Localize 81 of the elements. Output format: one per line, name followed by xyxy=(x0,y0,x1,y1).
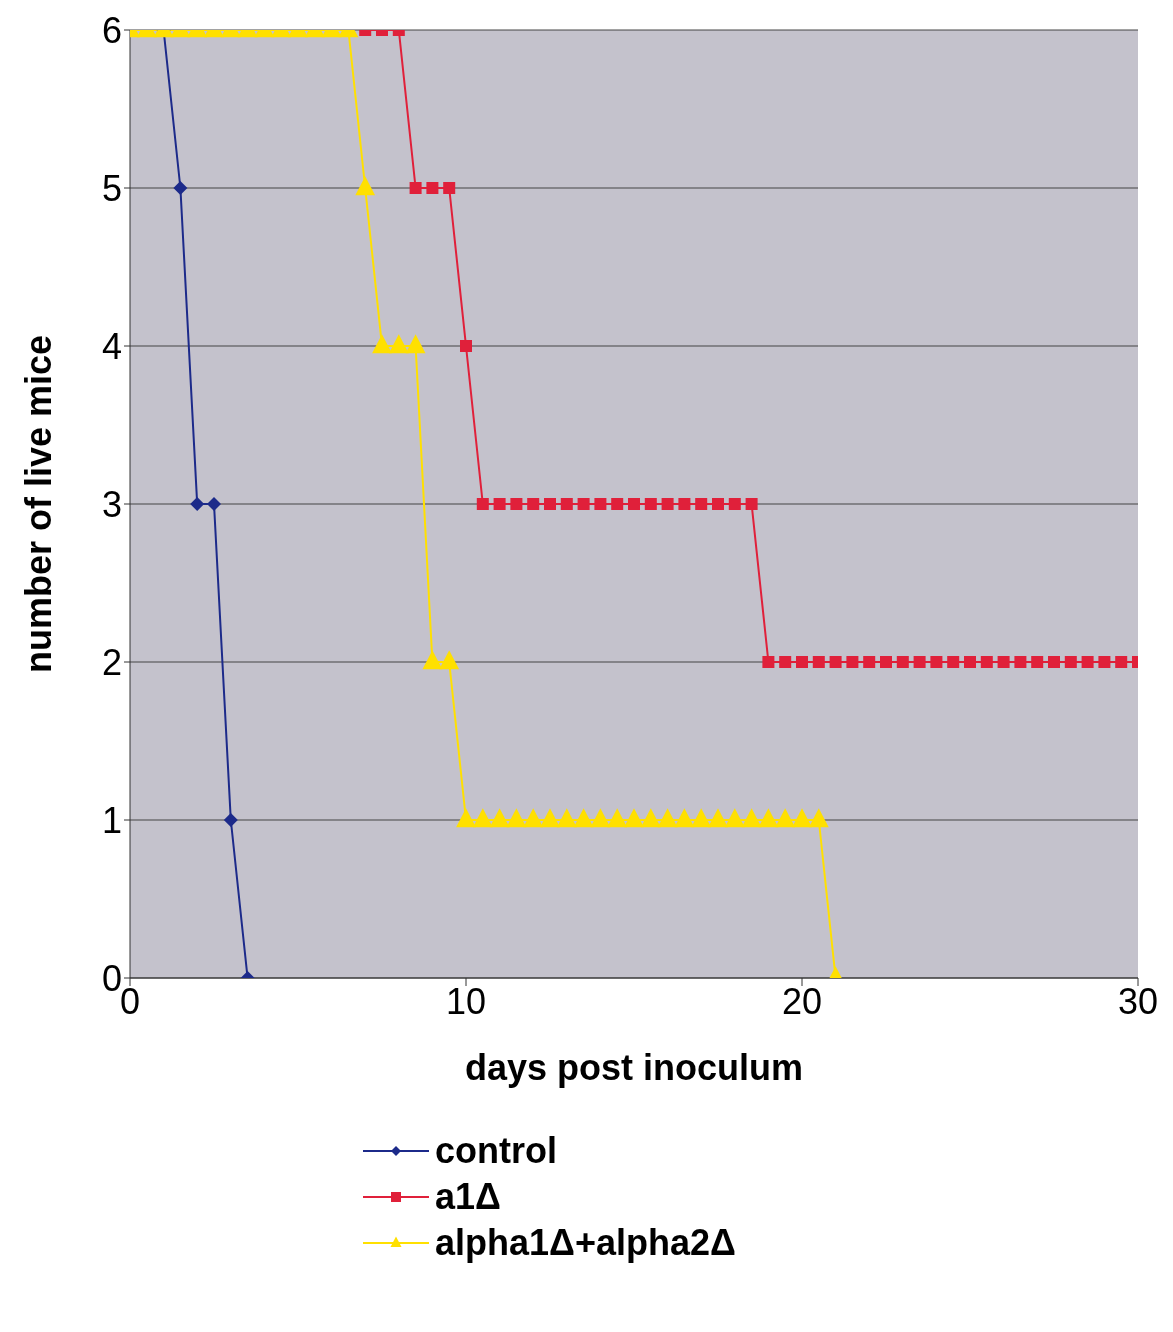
point xyxy=(808,808,829,828)
y-tick-label: 1 xyxy=(101,799,122,841)
point xyxy=(223,813,238,827)
point xyxy=(607,808,628,828)
point xyxy=(190,497,205,511)
legend-label: control xyxy=(435,1130,557,1172)
y-axis-title: number of live mice xyxy=(17,334,59,674)
point xyxy=(523,808,544,828)
point xyxy=(678,498,691,510)
point xyxy=(863,656,876,668)
point xyxy=(741,808,762,828)
point xyxy=(745,498,758,510)
point xyxy=(708,808,728,828)
x-tick-label: 10 xyxy=(445,980,487,1022)
point xyxy=(657,808,678,828)
point xyxy=(779,656,792,668)
point xyxy=(980,656,993,668)
point xyxy=(611,498,624,510)
point xyxy=(560,498,573,510)
point xyxy=(728,498,741,510)
point xyxy=(691,808,712,828)
point xyxy=(472,808,493,828)
point xyxy=(775,808,796,828)
legend-label: alpha1Δ+alpha2Δ xyxy=(435,1222,736,1264)
point xyxy=(577,498,590,510)
y-tick-label: 5 xyxy=(101,167,122,209)
point xyxy=(846,656,859,668)
point xyxy=(712,498,724,510)
point xyxy=(1014,656,1027,668)
point xyxy=(624,808,644,828)
point xyxy=(540,808,560,828)
point xyxy=(896,656,909,668)
x-tick-label: 20 xyxy=(781,980,823,1022)
point xyxy=(1115,656,1128,668)
point xyxy=(628,498,640,510)
point xyxy=(476,498,489,510)
point xyxy=(1081,656,1094,668)
point xyxy=(762,656,775,668)
point xyxy=(573,808,594,828)
point xyxy=(640,808,661,828)
point xyxy=(644,498,657,510)
point xyxy=(506,808,527,828)
point xyxy=(695,498,708,510)
point xyxy=(422,650,443,670)
point xyxy=(556,808,577,828)
y-tick-label: 2 xyxy=(101,641,122,683)
point xyxy=(758,808,779,828)
point xyxy=(594,498,607,510)
point xyxy=(913,656,926,668)
point xyxy=(456,808,476,828)
point xyxy=(661,498,674,510)
point xyxy=(947,656,960,668)
x-axis-title: days post inoculum xyxy=(464,1047,804,1088)
point xyxy=(964,656,976,668)
y-tick-label: 4 xyxy=(101,325,122,367)
point xyxy=(1031,656,1044,668)
point xyxy=(1098,656,1111,668)
y-tick-label: 3 xyxy=(101,483,122,525)
point xyxy=(812,656,825,668)
point xyxy=(439,650,460,670)
point xyxy=(510,498,523,510)
point xyxy=(1048,656,1060,668)
x-tick-label: 30 xyxy=(1117,980,1159,1022)
point xyxy=(674,808,695,828)
point xyxy=(930,656,943,668)
point xyxy=(493,498,506,510)
point xyxy=(590,808,611,828)
point xyxy=(460,340,472,352)
point xyxy=(1064,656,1077,668)
point xyxy=(544,498,556,510)
point xyxy=(527,498,540,510)
point xyxy=(724,808,745,828)
point xyxy=(880,656,892,668)
point xyxy=(796,656,808,668)
legend-label: a1Δ xyxy=(435,1176,501,1218)
point xyxy=(829,656,842,668)
point xyxy=(207,497,221,511)
point xyxy=(489,808,510,828)
point xyxy=(997,656,1010,668)
y-tick-label: 6 xyxy=(101,9,122,51)
point xyxy=(792,808,812,828)
